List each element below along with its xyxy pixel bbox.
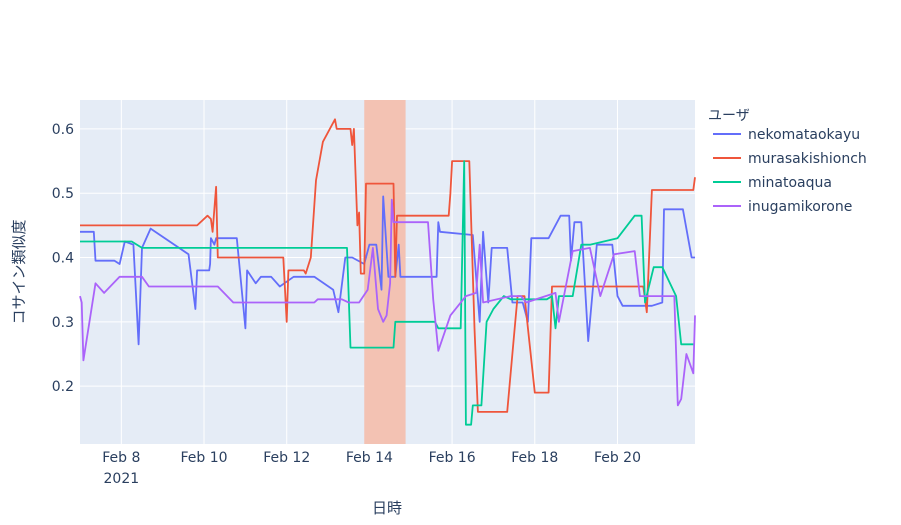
y-tick-label: 0.6 [52,122,74,138]
x-axis-title: 日時 [372,499,402,517]
legend-title: ユーザ [708,108,750,124]
x-tick-label: Feb 16 [429,450,476,466]
y-tick-label: 0.2 [52,379,74,395]
legend-item-label: nekomataokayu [748,127,860,143]
x-tick-label: Feb 14 [346,450,393,466]
x-tick-label: Feb 12 [263,450,310,466]
series-line-inugamikorone [79,198,696,407]
legend-item-label: inugamikorone [748,199,852,215]
y-tick-label: 0.4 [52,251,74,267]
x-tick-label: Feb 20 [594,450,641,466]
x-tick-label: Feb 18 [511,450,558,466]
y-axis-title: コサイン類似度 [10,219,28,324]
highlight-band [364,100,406,444]
x-axis-ticks: Feb 8 2021 Feb 10 Feb 12 Feb 14 Feb 16 Feb 18 F… [102,450,641,487]
legend: ユーザ nekomataokayu murasakishionch minatoaq… [708,108,867,215]
series-layer [79,118,696,426]
x-tick-label: Feb 10 [181,450,228,466]
x-tick-sublabel: 2021 [104,471,140,487]
series-line-nekomataokayu [80,195,695,346]
y-tick-label: 0.3 [52,315,74,331]
series-line-minatoaqua [80,160,695,426]
legend-item-label: murasakishionch [748,151,867,167]
series-line-murasakishionch [80,118,696,413]
y-axis-ticks: 0.2 0.3 0.4 0.5 0.6 [52,122,74,395]
x-tick-label: Feb 8 [102,450,140,466]
y-tick-label: 0.5 [52,186,74,202]
legend-item-label: minatoaqua [748,175,832,191]
